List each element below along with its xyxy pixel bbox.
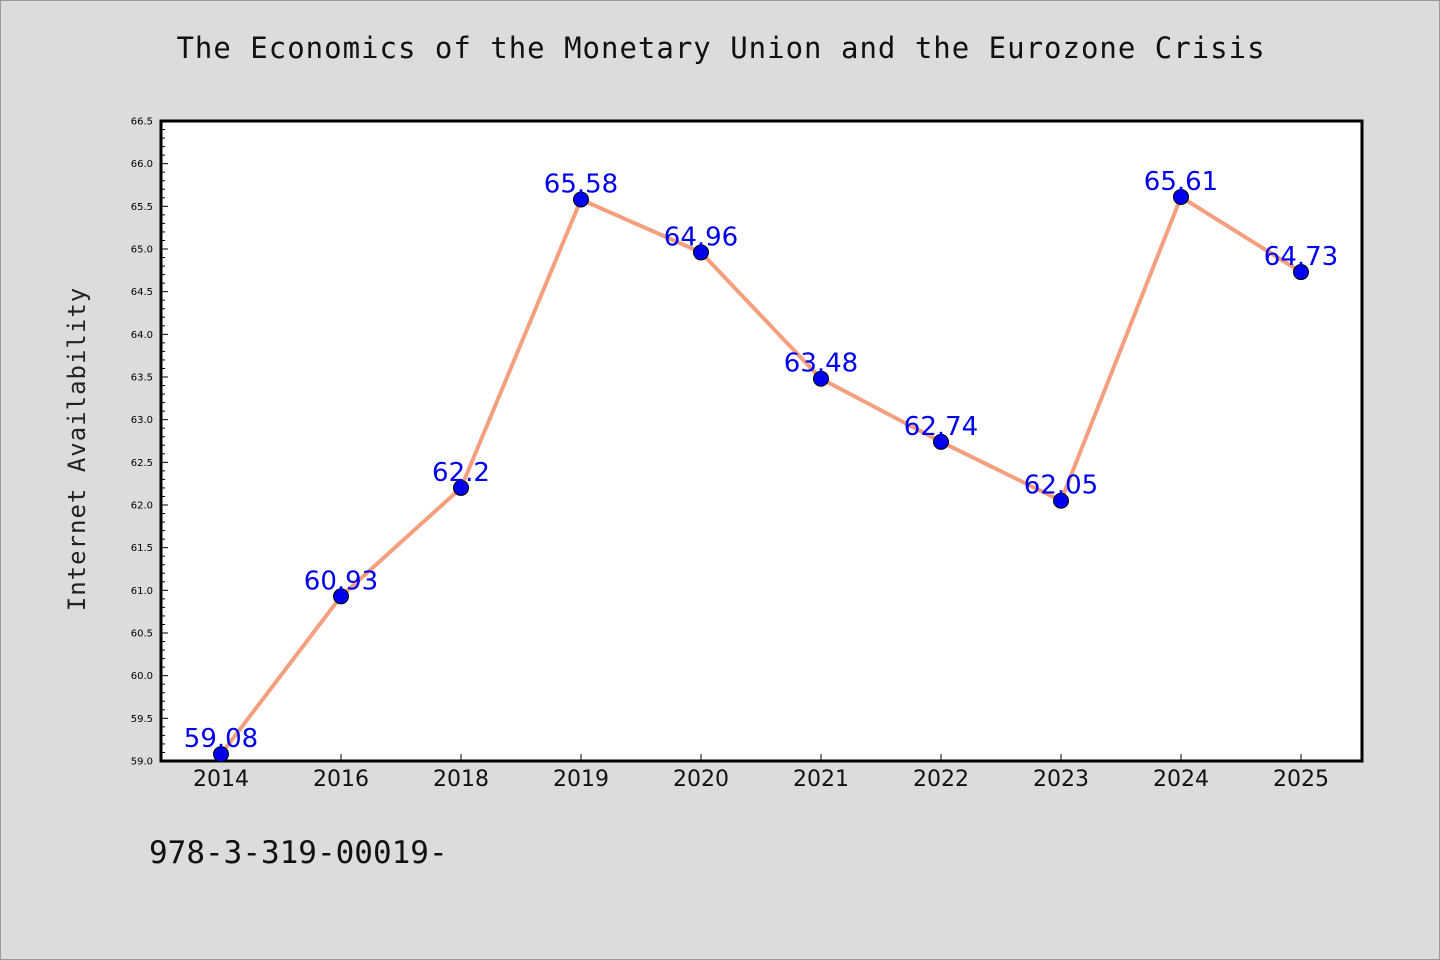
x-tick-label: 2025 [1273,767,1329,792]
y-tick-label: 62.5 [131,458,153,469]
data-point [933,433,949,450]
data-label: 60.93 [304,566,378,596]
data-point [573,191,589,208]
data-point [453,479,469,496]
y-tick-label: 64.0 [131,330,153,341]
data-point [693,244,709,261]
y-tick-label: 65.0 [131,245,153,256]
data-point [1173,188,1189,205]
data-label: 62.74 [904,412,978,442]
y-axis: 59.0 59.5 60.0 60.5 61.0 61.5 62.0 62.5 63.0 63.5… [131,117,168,768]
data-point [1293,264,1309,281]
y-tick-label: 61.5 [131,543,153,554]
y-tick-label: 66.5 [131,117,153,128]
plot-area [159,119,1364,763]
y-tick-label: 64.5 [131,287,153,298]
data-label: 62.2 [432,458,490,488]
x-tick-label: 2022 [913,767,969,792]
y-tick-label: 59.5 [131,714,153,725]
x-tick-label: 2021 [793,767,849,792]
x-axis: 2014 2016 2018 2019 2020 2021 2022 2023 2024 2025 [193,754,1329,792]
y-tick-label: 61.0 [131,586,153,597]
data-label: 64.96 [664,222,738,252]
series-line [219,194,1303,757]
x-tick-label: 2023 [1033,767,1089,792]
series-group [213,188,1309,763]
data-point [213,746,229,763]
data-point [813,370,829,387]
data-label: 65.58 [544,170,618,200]
footer-text: 978-3-319-00019- [149,835,448,871]
y-tick-label: 59.0 [131,757,153,768]
x-tick-label: 2018 [433,767,489,792]
data-label: 59.08 [184,724,258,754]
x-tick-label: 2020 [673,767,729,792]
x-tick-label: 2016 [313,767,369,792]
y-tick-label: 63.5 [131,373,153,384]
data-label: 63.48 [784,349,858,379]
y-tick-label: 66.0 [131,159,153,170]
data-label: 64.73 [1264,242,1338,272]
y-tick-label: 65.5 [131,202,153,213]
y-tick-label: 63.0 [131,415,153,426]
y-tick-label: 60.5 [131,629,153,640]
x-tick-label: 2014 [193,767,249,792]
data-labels: 59.08 60.93 62.2 65.58 64.96 63.48 62.74 62.05 6… [184,167,1338,754]
x-tick-label: 2019 [553,767,609,792]
chart-title: The Economics of the Monetary Union and … [176,31,1266,65]
data-label: 65.61 [1144,167,1218,197]
y-tick-label: 60.0 [131,671,153,682]
y-tick-label: 62.0 [131,501,153,512]
data-label: 62.05 [1024,471,1098,501]
data-point [333,588,349,605]
x-tick-label: 2024 [1153,767,1209,792]
data-point [1053,492,1069,509]
